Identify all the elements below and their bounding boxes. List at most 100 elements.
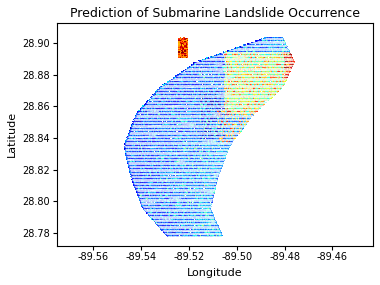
Point	[260, 69, 266, 74]
Point	[174, 174, 180, 179]
Point	[154, 171, 160, 176]
Point	[131, 137, 138, 141]
Point	[193, 214, 200, 219]
Point	[234, 57, 241, 62]
Point	[184, 142, 190, 147]
Point	[274, 54, 280, 59]
Point	[225, 125, 231, 130]
Point	[250, 106, 256, 110]
Point	[270, 52, 276, 57]
Point	[233, 120, 239, 124]
Point	[189, 188, 195, 193]
Point	[179, 174, 185, 178]
Point	[181, 224, 187, 229]
Point	[186, 208, 192, 213]
Point	[187, 161, 193, 166]
Point	[266, 44, 272, 49]
Point	[135, 127, 141, 132]
Point	[165, 171, 171, 176]
Point	[214, 148, 220, 153]
Point	[194, 107, 200, 112]
Point	[225, 66, 231, 71]
Point	[198, 78, 204, 83]
Point	[144, 148, 150, 152]
Point	[162, 104, 168, 109]
Point	[214, 131, 220, 135]
Point	[200, 211, 206, 216]
Point	[176, 98, 182, 103]
Point	[233, 59, 239, 63]
Point	[177, 218, 183, 223]
Point	[174, 80, 180, 85]
Point	[232, 86, 238, 91]
Point	[289, 62, 295, 66]
Point	[180, 41, 186, 46]
Point	[137, 183, 143, 187]
Point	[199, 194, 205, 198]
Point	[238, 67, 244, 72]
Point	[256, 99, 263, 103]
Point	[141, 159, 147, 163]
Point	[155, 129, 161, 133]
Point	[244, 71, 250, 75]
Point	[206, 181, 212, 186]
Point	[225, 136, 231, 140]
Point	[207, 87, 214, 91]
Point	[228, 57, 234, 62]
Point	[160, 148, 166, 153]
Point	[208, 137, 214, 141]
Point	[170, 227, 176, 231]
Point	[170, 212, 176, 217]
Point	[140, 139, 146, 143]
Point	[142, 139, 148, 143]
Point	[259, 98, 265, 103]
Point	[245, 101, 251, 106]
Point	[204, 99, 210, 103]
Point	[139, 110, 145, 114]
Point	[266, 36, 272, 40]
Point	[284, 58, 290, 62]
Point	[196, 67, 202, 72]
Point	[154, 137, 160, 141]
Point	[266, 83, 272, 87]
Point	[173, 113, 179, 117]
Point	[145, 131, 151, 136]
Point	[202, 223, 208, 227]
Point	[151, 164, 157, 168]
Point	[149, 178, 155, 183]
Point	[233, 80, 239, 85]
Point	[237, 94, 243, 99]
Point	[215, 111, 221, 116]
Point	[245, 58, 251, 62]
Point	[171, 185, 177, 190]
Point	[214, 138, 220, 142]
Point	[212, 176, 218, 180]
Point	[123, 142, 129, 147]
Point	[202, 114, 208, 118]
Point	[201, 220, 207, 225]
Point	[178, 117, 184, 121]
Point	[243, 67, 249, 72]
Point	[160, 223, 166, 227]
Point	[152, 190, 158, 194]
Point	[152, 205, 158, 210]
Point	[135, 163, 141, 167]
Point	[227, 80, 233, 85]
Point	[204, 224, 210, 229]
Point	[165, 219, 171, 224]
Point	[166, 154, 173, 158]
Point	[149, 121, 155, 126]
Point	[186, 215, 192, 220]
Point	[165, 97, 171, 102]
Point	[231, 59, 238, 64]
Point	[158, 219, 165, 224]
Point	[146, 203, 152, 207]
Point	[151, 107, 157, 112]
Point	[200, 101, 206, 106]
Point	[199, 176, 205, 180]
Point	[136, 159, 142, 163]
Point	[258, 56, 264, 60]
Point	[159, 188, 165, 193]
Point	[205, 150, 211, 154]
Point	[188, 103, 195, 107]
